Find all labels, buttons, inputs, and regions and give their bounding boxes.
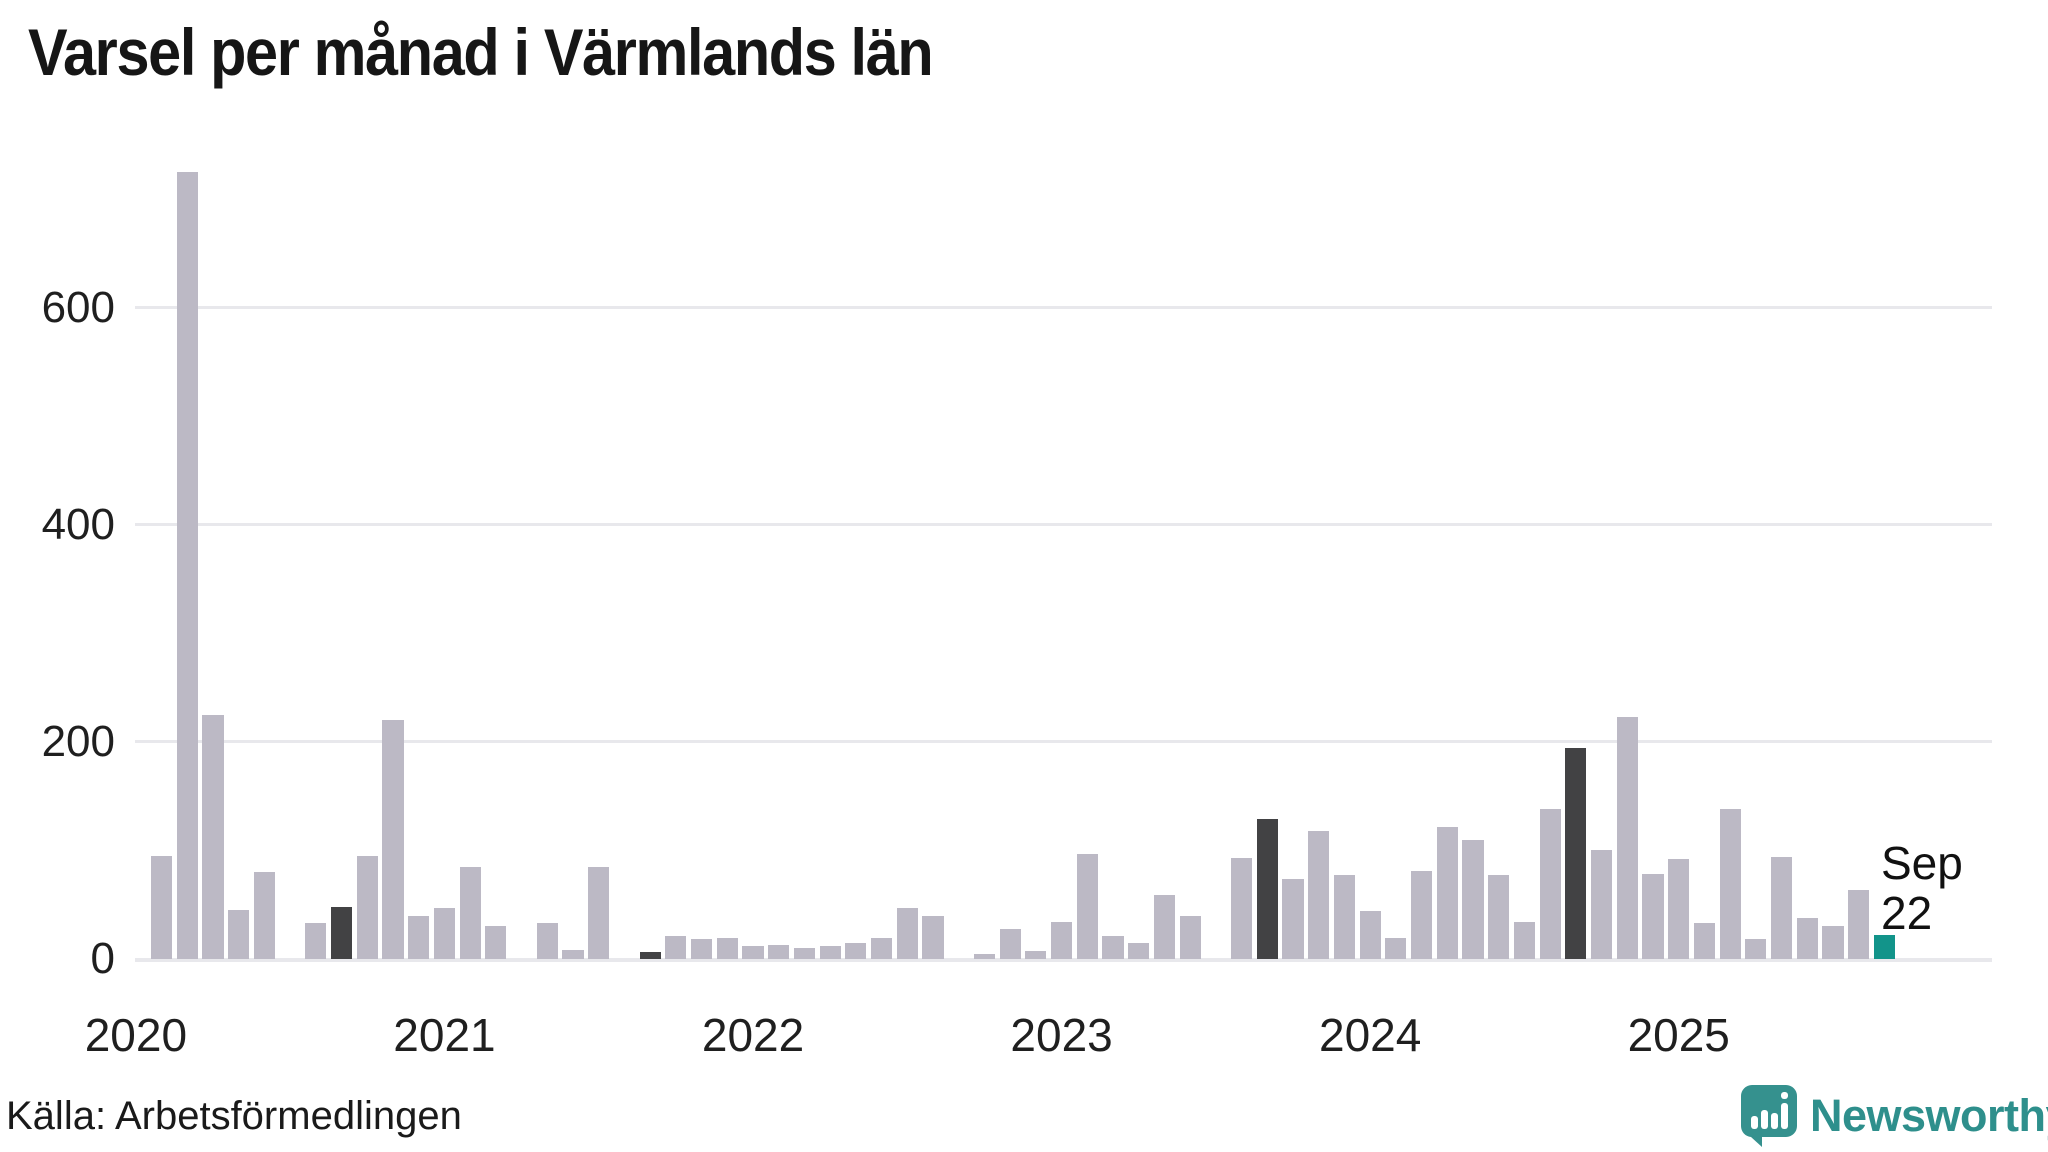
- annotation-value-label: 22: [1881, 887, 1933, 939]
- newsworthy-bubble-chart-icon: [1740, 1085, 1797, 1147]
- bar-2021-Jan: [433, 907, 456, 959]
- bar-2024-Sep: [1565, 748, 1587, 959]
- bar-2022-May: [845, 942, 867, 959]
- bar-2020-Mar: [176, 172, 198, 959]
- bar-2024-Dec: [1642, 874, 1664, 959]
- bar-2025-Jul: [1822, 926, 1844, 959]
- bar-2025-Aug: [1848, 889, 1870, 959]
- bar-2025-Mar: [1719, 809, 1741, 959]
- bar-2023-Oct: [1282, 878, 1304, 959]
- chart-title: Varsel per månad i Värmlands län: [28, 15, 934, 89]
- x-tick-label-2021: 2021: [393, 1009, 496, 1061]
- bar-2021-Dec: [716, 938, 738, 959]
- bar-2023-Mar: [1102, 936, 1124, 959]
- bar-2021-Feb: [459, 866, 481, 959]
- bar-2023-Dec: [1333, 875, 1356, 959]
- bar-2023-Nov: [1308, 830, 1330, 959]
- bar-2023-Aug: [1231, 858, 1253, 959]
- gridline-0: [135, 958, 1992, 962]
- x-tick-label-2025: 2025: [1627, 1009, 1730, 1061]
- bar-2022-Apr: [819, 945, 841, 959]
- bar-2022-Nov: [999, 928, 1021, 959]
- annotation-month-label: Sep: [1881, 837, 1963, 889]
- bar-2020-Feb: [151, 855, 173, 959]
- bar-2024-Apr: [1436, 826, 1458, 959]
- bar-2022-Jan: [742, 945, 764, 959]
- bar-2023-Feb: [1076, 853, 1098, 959]
- bar-2025-Apr: [1745, 939, 1767, 959]
- bar-2021-Jul: [588, 866, 610, 959]
- y-tick-label-600: 600: [41, 282, 115, 332]
- bar-2020-Nov: [382, 720, 404, 959]
- bar-2022-Mar: [793, 948, 816, 959]
- bar-2020-Sep: [331, 906, 353, 959]
- bar-2024-May: [1462, 839, 1484, 959]
- x-tick-label-2024: 2024: [1319, 1009, 1422, 1061]
- current-point-annotation: Sep 22: [1881, 838, 1963, 938]
- bar-2024-Aug: [1539, 809, 1561, 959]
- bar-2023-Sep: [1256, 818, 1278, 959]
- bar-2020-Dec: [408, 915, 430, 959]
- bar-2024-Jul: [1513, 922, 1536, 959]
- bar-2024-Jun: [1488, 875, 1510, 959]
- bar-2023-May: [1153, 894, 1176, 959]
- bar-2023-Jan: [1051, 922, 1073, 959]
- bar-2025-Sep: [1873, 935, 1896, 959]
- bar-2025-Jan: [1668, 859, 1690, 959]
- gridline-600: [135, 306, 1992, 310]
- bar-2021-Nov: [691, 939, 713, 959]
- bar-2025-May: [1770, 856, 1793, 959]
- x-tick-label-2020: 2020: [84, 1009, 188, 1061]
- bar-2022-Aug: [922, 915, 944, 959]
- bar-2024-Oct: [1590, 850, 1613, 959]
- bar-2022-Jun: [871, 938, 893, 959]
- bar-2022-Jul: [896, 907, 918, 959]
- newsworthy-wordmark: Newsworthy: [1810, 1090, 2048, 1141]
- bar-2022-Oct: [973, 953, 996, 959]
- bar-2020-Oct: [356, 855, 378, 959]
- bar-2022-Feb: [768, 944, 790, 959]
- bar-2023-Apr: [1128, 942, 1150, 959]
- x-tick-label-2022: 2022: [701, 1009, 805, 1061]
- bar-2020-Apr: [202, 714, 224, 959]
- y-tick-label-400: 400: [41, 499, 115, 549]
- gridline-200: [135, 740, 1992, 744]
- bar-2021-Sep: [639, 952, 661, 959]
- bar-2020-Jun: [253, 872, 276, 959]
- bar-2024-Mar: [1411, 871, 1433, 959]
- x-tick-label-2023: 2023: [1010, 1009, 1113, 1061]
- bar-2022-Dec: [1025, 951, 1047, 959]
- bar-2025-Feb: [1693, 923, 1716, 959]
- bar-2021-Mar: [485, 926, 507, 959]
- bar-2024-Jan: [1359, 911, 1381, 959]
- bar-2020-Aug: [305, 923, 327, 959]
- bar-2024-Nov: [1616, 716, 1638, 959]
- bar-2025-Jun: [1796, 917, 1818, 959]
- bar-2021-Jun: [562, 950, 584, 959]
- bar-2024-Feb: [1385, 938, 1407, 959]
- source-caption: Källa: Arbetsförmedlingen: [6, 1094, 462, 1138]
- bar-2023-Jun: [1179, 915, 1201, 959]
- bar-2020-May: [228, 910, 250, 959]
- bar-2021-Oct: [665, 936, 687, 959]
- newsworthy-logo: Newsworthy: [1740, 1084, 2048, 1148]
- y-tick-label-200: 200: [41, 716, 115, 766]
- bar-2021-May: [536, 923, 558, 959]
- y-tick-label-0: 0: [90, 934, 115, 983]
- gridline-400: [135, 523, 1992, 527]
